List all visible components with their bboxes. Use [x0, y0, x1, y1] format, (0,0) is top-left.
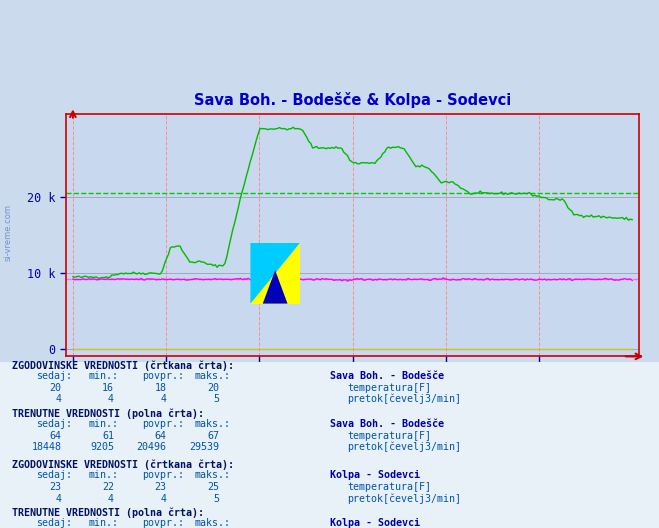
- Text: temperatura[F]: temperatura[F]: [347, 382, 431, 392]
- Text: povpr.:: povpr.:: [142, 470, 184, 480]
- Text: 18: 18: [155, 382, 167, 392]
- Text: 20: 20: [208, 382, 219, 392]
- Text: povpr.:: povpr.:: [142, 518, 184, 528]
- Text: 67: 67: [208, 430, 219, 440]
- Polygon shape: [250, 243, 300, 304]
- Text: temperatura[F]: temperatura[F]: [347, 482, 431, 492]
- Text: povpr.:: povpr.:: [142, 371, 184, 381]
- Text: 20: 20: [49, 382, 61, 392]
- Text: min.:: min.:: [89, 470, 119, 480]
- Text: si-vreme.com: si-vreme.com: [4, 204, 13, 261]
- Text: 61: 61: [102, 430, 114, 440]
- Text: sedaj:: sedaj:: [36, 419, 72, 429]
- Text: 29539: 29539: [189, 442, 219, 452]
- Text: TRENUTNE VREDNOSTI (polna črta):: TRENUTNE VREDNOSTI (polna črta):: [12, 507, 204, 518]
- Text: temperatura[F]: temperatura[F]: [347, 430, 431, 440]
- Text: 18448: 18448: [31, 442, 61, 452]
- Text: 4: 4: [161, 494, 167, 504]
- Text: 4: 4: [55, 394, 61, 404]
- Text: Kolpa - Sodevci: Kolpa - Sodevci: [330, 470, 420, 480]
- Text: maks.:: maks.:: [194, 518, 231, 528]
- Polygon shape: [263, 270, 287, 304]
- Text: Sava Boh. - Bodešče: Sava Boh. - Bodešče: [330, 371, 444, 381]
- Text: pretok[čevelj3/min]: pretok[čevelj3/min]: [347, 493, 461, 504]
- Polygon shape: [250, 243, 300, 304]
- Text: 4: 4: [108, 494, 114, 504]
- Text: povpr.:: povpr.:: [142, 419, 184, 429]
- Text: 22: 22: [102, 482, 114, 492]
- Text: TRENUTNE VREDNOSTI (polna črta):: TRENUTNE VREDNOSTI (polna črta):: [12, 408, 204, 419]
- Text: 23: 23: [49, 482, 61, 492]
- Text: Kolpa - Sodevci: Kolpa - Sodevci: [330, 518, 420, 528]
- Text: 4: 4: [161, 394, 167, 404]
- Text: maks.:: maks.:: [194, 419, 231, 429]
- Text: 4: 4: [108, 394, 114, 404]
- Text: ZGODOVINSKE VREDNOSTI (črtkana črta):: ZGODOVINSKE VREDNOSTI (črtkana črta):: [12, 360, 234, 371]
- Title: Sava Boh. - Bodešče & Kolpa - Sodevci: Sava Boh. - Bodešče & Kolpa - Sodevci: [194, 92, 511, 108]
- Text: sedaj:: sedaj:: [36, 518, 72, 528]
- Text: 5: 5: [214, 394, 219, 404]
- Text: min.:: min.:: [89, 419, 119, 429]
- Text: 9205: 9205: [90, 442, 114, 452]
- Text: maks.:: maks.:: [194, 371, 231, 381]
- Text: sedaj:: sedaj:: [36, 371, 72, 381]
- Text: 23: 23: [155, 482, 167, 492]
- Text: Sava Boh. - Bodešče: Sava Boh. - Bodešče: [330, 419, 444, 429]
- Text: pretok[čevelj3/min]: pretok[čevelj3/min]: [347, 394, 461, 404]
- Text: ZGODOVINSKE VREDNOSTI (črtkana črta):: ZGODOVINSKE VREDNOSTI (črtkana črta):: [12, 459, 234, 470]
- Text: min.:: min.:: [89, 518, 119, 528]
- Text: 16: 16: [102, 382, 114, 392]
- Text: 5: 5: [214, 494, 219, 504]
- Text: pretok[čevelj3/min]: pretok[čevelj3/min]: [347, 442, 461, 452]
- Text: 64: 64: [155, 430, 167, 440]
- Text: min.:: min.:: [89, 371, 119, 381]
- Text: 64: 64: [49, 430, 61, 440]
- Text: 4: 4: [55, 494, 61, 504]
- Text: 20496: 20496: [136, 442, 167, 452]
- Text: 25: 25: [208, 482, 219, 492]
- Text: sedaj:: sedaj:: [36, 470, 72, 480]
- Text: maks.:: maks.:: [194, 470, 231, 480]
